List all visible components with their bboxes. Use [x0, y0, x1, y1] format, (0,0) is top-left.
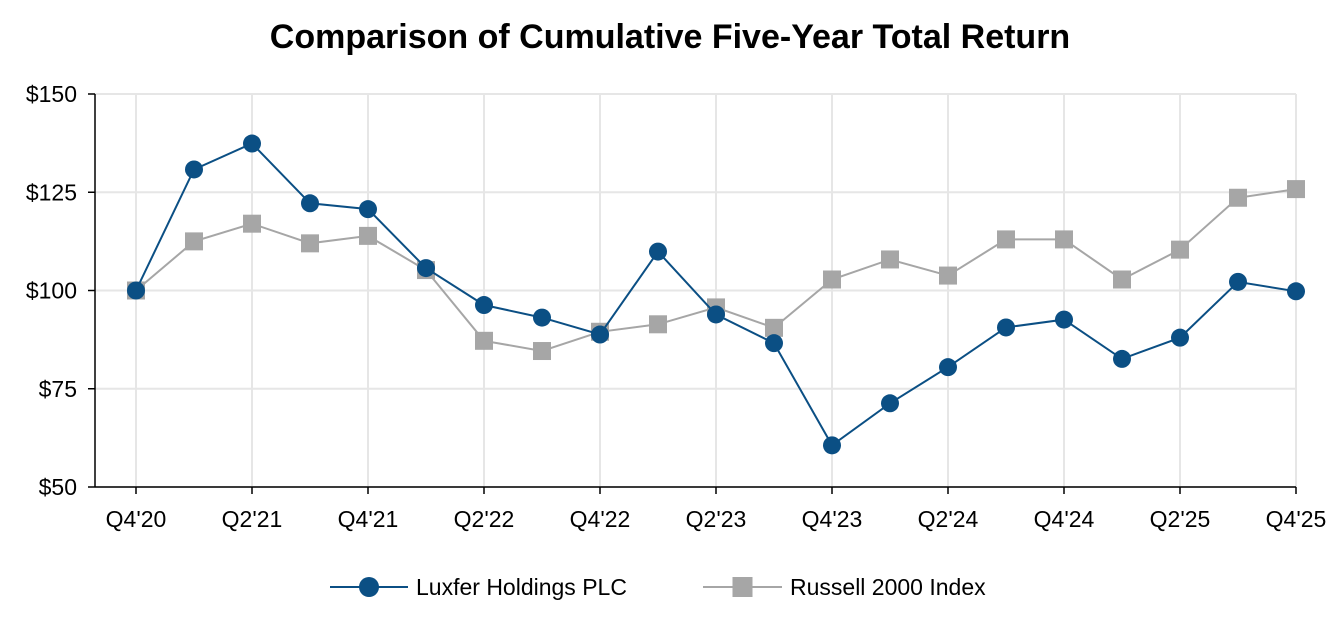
x-tick-label: Q4'22 — [570, 506, 631, 532]
x-tick-label: Q2'22 — [454, 506, 515, 532]
y-tick-label: $75 — [39, 376, 77, 402]
data-point — [1287, 282, 1305, 301]
x-tick-label: Q2'21 — [222, 506, 283, 532]
grid — [95, 93, 1297, 488]
data-point — [765, 318, 783, 337]
data-point — [533, 308, 551, 327]
x-tick-label: Q4'21 — [338, 506, 399, 532]
data-point — [359, 226, 377, 245]
data-point — [185, 160, 203, 179]
series-layer — [127, 134, 1305, 455]
data-point — [649, 315, 667, 334]
data-point — [475, 296, 493, 315]
x-tick-label: Q2'24 — [918, 506, 979, 532]
y-tick-label: $125 — [26, 179, 77, 205]
x-tick-label: Q4'25 — [1266, 506, 1327, 532]
y-tick-label: $100 — [26, 278, 77, 304]
data-point — [1055, 310, 1073, 329]
data-point — [417, 259, 435, 278]
data-point — [939, 266, 957, 285]
data-point — [997, 318, 1015, 337]
data-point — [301, 234, 319, 253]
x-tick-label: Q4'20 — [106, 506, 167, 532]
data-point — [823, 436, 841, 455]
data-point — [765, 334, 783, 353]
data-point — [1287, 180, 1305, 199]
data-point — [1171, 240, 1189, 259]
legend-entry-luxfer: Luxfer Holdings PLC — [330, 574, 627, 600]
data-point — [1229, 272, 1247, 291]
legend-entry-russell-2000: Russell 2000 Index — [703, 574, 986, 600]
data-point — [707, 305, 725, 324]
legend-label: Russell 2000 Index — [790, 574, 986, 600]
y-tick-label: $150 — [26, 81, 77, 107]
legend: Luxfer Holdings PLC Russell 2000 Index — [330, 574, 986, 600]
data-point — [243, 214, 261, 233]
data-point — [1171, 328, 1189, 347]
series-luxfer — [127, 134, 1305, 455]
data-point — [591, 325, 609, 344]
data-point — [881, 250, 899, 269]
data-point — [475, 331, 493, 350]
data-point — [939, 358, 957, 377]
data-point — [243, 134, 261, 153]
chart-title: Comparison of Cumulative Five-Year Total… — [270, 18, 1070, 56]
legend-label: Luxfer Holdings PLC — [416, 574, 627, 600]
x-tick-label: Q2'23 — [686, 506, 747, 532]
axes: $50 $75 $100 $125 $150 Q4'20 Q2'21 Q4'21 Q2'22 Q4… — [26, 81, 1327, 532]
x-tick-label: Q2'25 — [1150, 506, 1211, 532]
data-point — [1113, 349, 1131, 368]
data-point — [649, 242, 667, 261]
data-point — [823, 270, 841, 289]
data-point — [1113, 270, 1131, 289]
legend-marker — [359, 577, 379, 597]
x-tick-label: Q4'23 — [802, 506, 863, 532]
data-point — [301, 194, 319, 213]
data-point — [997, 230, 1015, 249]
data-point — [185, 232, 203, 251]
data-point — [881, 394, 899, 413]
data-point — [533, 342, 551, 361]
y-tick-label: $50 — [39, 474, 77, 500]
data-point — [359, 200, 377, 219]
data-point — [1229, 188, 1247, 207]
legend-marker — [732, 577, 753, 597]
data-point — [127, 281, 145, 300]
data-point — [1055, 230, 1073, 249]
x-tick-label: Q4'24 — [1034, 506, 1095, 532]
